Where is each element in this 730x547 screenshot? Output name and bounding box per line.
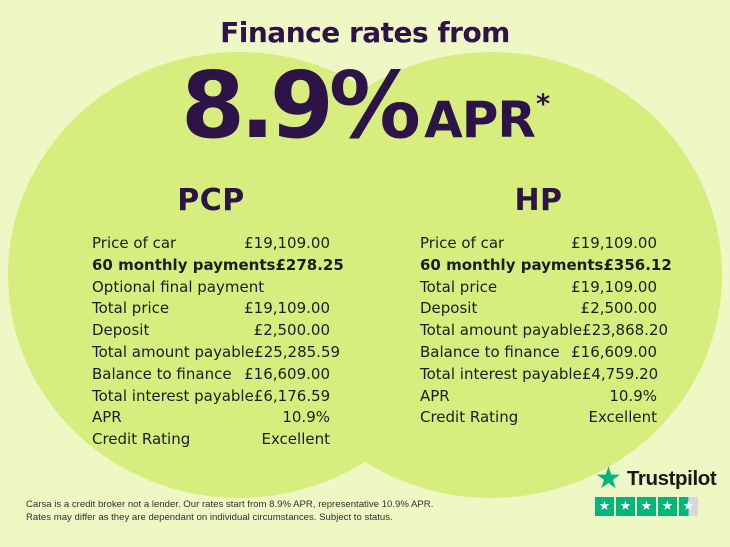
finance-row: Credit Rating Excellent <box>420 407 657 429</box>
row-value: £356.12 <box>603 255 672 274</box>
finance-row: Credit Rating Excellent <box>92 429 330 451</box>
row-label: Price of car <box>420 234 505 252</box>
row-value: £16,609.00 <box>244 364 330 383</box>
apr-label: APR <box>424 91 536 149</box>
rate-suffix: APR* <box>424 91 550 145</box>
row-label: Total price <box>420 277 498 296</box>
row-label: Balance to finance <box>420 342 560 361</box>
row-label: Balance to finance <box>92 364 232 383</box>
row-label: 60 monthly payments <box>420 255 604 274</box>
trustpilot-badge[interactable]: ★ Trustpilot ★ ★ ★ ★ ★ <box>595 461 717 516</box>
background-circle-right <box>260 52 722 498</box>
row-value: £25,285.59 <box>254 342 341 361</box>
row-label: Total interest payable <box>420 364 582 383</box>
finance-row: 60 monthly payments £356.12 <box>420 255 672 277</box>
row-value: £278.25 <box>275 255 344 274</box>
rate-value: 8.9% <box>180 52 421 159</box>
asterisk: * <box>535 89 550 120</box>
row-value: Excellent <box>588 408 657 427</box>
finance-row: Balance to finance £16,609.00 <box>420 342 657 364</box>
disclaimer-text: Carsa is a credit broker not a lender. O… <box>26 499 446 524</box>
finance-row: Total price £19,109.00 <box>420 277 657 299</box>
headline-rate: 8.9% APR* <box>0 60 730 152</box>
hp-heading: HP <box>514 183 563 218</box>
finance-row: Price of car £19,109.00 <box>420 233 657 255</box>
rating-star-icon: ★ <box>658 497 677 516</box>
pcp-rows: Price of car £19,109.00 60 monthly payment… <box>92 233 344 451</box>
row-value: 10.9% <box>282 408 330 427</box>
row-value: £19,109.00 <box>571 234 657 252</box>
row-value: £6,176.59 <box>253 386 331 405</box>
trustpilot-rating-stars: ★ ★ ★ ★ ★ <box>595 497 716 516</box>
rating-star-icon: ★ <box>595 497 614 516</box>
row-label: Price of car <box>92 234 177 252</box>
finance-row: 60 monthly payments £278.25 <box>92 255 344 277</box>
rating-star-icon: ★ <box>637 497 656 516</box>
row-label: Optional final payment <box>92 277 265 296</box>
row-label: Credit Rating <box>420 408 519 427</box>
row-label: Credit Rating <box>92 430 191 449</box>
row-value: £4,759.20 <box>581 364 659 383</box>
disclaimer-line-2: Rates may differ as they are dependant o… <box>26 511 393 523</box>
pcp-heading: PCP <box>177 183 245 218</box>
trustpilot-logo: ★ Trustpilot <box>595 461 717 496</box>
trustpilot-wordmark: Trustpilot <box>626 467 717 490</box>
row-label: APR <box>420 386 450 405</box>
finance-row: APR 10.9% <box>420 386 657 408</box>
row-label: Total price <box>92 299 170 318</box>
row-label: APR <box>92 408 122 427</box>
finance-row: Total amount payable £25,285.59 <box>92 342 340 364</box>
row-value: Excellent <box>261 430 330 449</box>
finance-row: Deposit £2,500.00 <box>92 320 330 342</box>
row-label: Total amount payable <box>420 321 583 340</box>
finance-row: Price of car £19,109.00 <box>92 233 330 255</box>
row-value: £2,500.00 <box>580 299 657 318</box>
row-label: Deposit <box>420 299 478 318</box>
row-value: £19,109.00 <box>244 299 330 318</box>
hp-rows: Price of car £19,109.00 60 monthly payment… <box>420 233 672 429</box>
finance-row: Total price £19,109.00 <box>92 298 330 320</box>
row-value: £19,109.00 <box>244 234 330 252</box>
row-value: £2,500.00 <box>253 321 330 340</box>
row-label: 60 monthly payments <box>92 255 276 274</box>
row-label: Total amount payable <box>92 342 255 361</box>
trustpilot-star-icon: ★ <box>595 461 622 496</box>
finance-row: Optional final payment <box>92 277 330 299</box>
banner-title: Finance rates from <box>220 16 510 49</box>
pcp-table: PCP Price of car £19,109.00 60 monthly pay… <box>92 183 344 451</box>
finance-row: Total interest payable £4,759.20 <box>420 364 659 386</box>
row-value: 10.9% <box>609 386 657 405</box>
finance-row: Total interest payable £6,176.59 <box>92 386 330 408</box>
row-value: £16,609.00 <box>571 342 657 361</box>
disclaimer-line-1: Carsa is a credit broker not a lender. O… <box>26 499 434 510</box>
finance-row: Balance to finance £16,609.00 <box>92 364 330 386</box>
rating-star-icon: ★ <box>679 497 698 516</box>
row-value: £23,868.20 <box>582 321 669 340</box>
row-label: Deposit <box>92 321 150 340</box>
finance-row: Total amount payable £23,868.20 <box>420 320 668 342</box>
finance-row: APR 10.9% <box>92 407 330 429</box>
row-value: £19,109.00 <box>571 277 657 296</box>
rating-star-icon: ★ <box>616 497 635 516</box>
hp-table: HP Price of car £19,109.00 60 monthly paym… <box>420 183 672 429</box>
row-label: Total interest payable <box>92 386 254 405</box>
finance-row: Deposit £2,500.00 <box>420 298 657 320</box>
